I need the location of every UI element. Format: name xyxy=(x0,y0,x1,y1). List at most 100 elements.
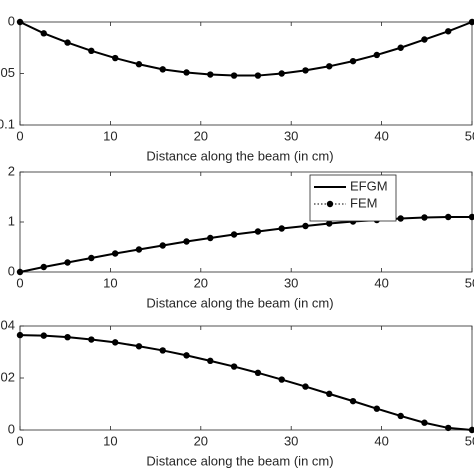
data-point xyxy=(349,57,357,65)
data-point xyxy=(278,225,285,232)
data-point xyxy=(207,234,214,242)
series-line xyxy=(19,216,472,273)
data-point xyxy=(445,424,452,432)
x-axis-label: Distance along the beam (in cm) xyxy=(146,148,333,163)
y-tick-label: 1 xyxy=(8,213,15,228)
data-point xyxy=(230,231,238,238)
x-tick-label: 40 xyxy=(374,433,388,448)
data-point xyxy=(159,347,166,354)
x-axis-label: Distance along the beam (in cm) xyxy=(146,453,333,468)
x-tick-label: 30 xyxy=(284,275,298,290)
x-tick-label: 20 xyxy=(194,275,208,290)
data-point xyxy=(64,39,71,46)
data-point xyxy=(16,18,24,26)
data-point xyxy=(111,54,119,62)
x-tick-label: 30 xyxy=(284,433,298,448)
data-point xyxy=(111,250,119,257)
data-point xyxy=(230,72,238,79)
data-point xyxy=(207,71,214,78)
data-point xyxy=(16,331,24,339)
data-point xyxy=(135,61,143,68)
x-tick-label: 20 xyxy=(194,128,208,143)
legend-label: EFGM xyxy=(350,178,388,193)
legend-box xyxy=(309,174,397,222)
data-point xyxy=(397,412,404,420)
subplot: 0 10 20 30 40 50 0 0.02 0.04 Distance along the b… xyxy=(0,317,474,468)
x-tick-label: 0 xyxy=(16,433,23,448)
y-tick-label: 2 xyxy=(8,163,15,178)
data-point xyxy=(183,69,190,76)
y-tick-label: 0 xyxy=(8,13,15,28)
data-point xyxy=(278,70,285,77)
data-point xyxy=(88,47,95,55)
data-point xyxy=(230,363,238,370)
y-tick-label: 0 xyxy=(8,263,15,278)
data-point xyxy=(159,66,166,73)
x-tick-label: 40 xyxy=(374,275,388,290)
x-tick-label: 50 xyxy=(465,128,474,143)
data-point xyxy=(207,357,214,365)
series-line xyxy=(19,334,473,431)
data-point xyxy=(468,213,474,221)
axes-box xyxy=(19,21,473,126)
legend: EFGM FEM xyxy=(309,174,397,222)
data-point xyxy=(421,214,428,221)
data-point xyxy=(421,419,428,426)
y-tick-label: 0.02 xyxy=(0,369,15,384)
legend-marker xyxy=(326,200,334,208)
x-tick-label: 10 xyxy=(103,128,117,143)
data-point xyxy=(111,339,119,346)
subplot: 0 10 20 30 40 50 0 1 2 Distance along the beam (i… xyxy=(8,163,474,310)
data-point xyxy=(326,220,333,227)
data-point xyxy=(326,390,333,398)
y-tick-label: -0.05 xyxy=(0,65,15,80)
data-point xyxy=(64,259,71,266)
data-point xyxy=(445,28,452,35)
data-point xyxy=(397,44,404,51)
series-line xyxy=(19,21,473,77)
x-tick-label: 50 xyxy=(465,433,474,448)
data-point xyxy=(159,242,166,249)
data-point xyxy=(40,263,47,271)
data-point xyxy=(349,397,357,405)
data-point xyxy=(254,72,262,79)
data-point xyxy=(183,352,190,359)
data-point xyxy=(40,30,47,37)
data-point xyxy=(254,228,262,235)
x-tick-label: 50 xyxy=(465,275,474,290)
data-point xyxy=(302,222,309,230)
data-point xyxy=(254,369,262,376)
subplot: 0 10 20 30 40 50 -0.1 -0.05 0 Distance along the … xyxy=(0,13,474,163)
y-tick-label: 0.04 xyxy=(0,317,15,332)
data-point xyxy=(468,18,474,26)
data-point xyxy=(16,268,24,276)
axes-box xyxy=(19,325,473,431)
data-point xyxy=(373,51,381,59)
x-tick-label: 0 xyxy=(16,275,23,290)
data-point xyxy=(135,246,143,253)
x-tick-label: 40 xyxy=(374,128,388,143)
data-point xyxy=(183,238,190,245)
data-point xyxy=(468,426,474,434)
legend-label: FEM xyxy=(350,195,377,210)
data-point xyxy=(326,63,333,70)
data-point xyxy=(88,336,95,343)
data-point xyxy=(445,213,452,221)
data-point xyxy=(135,343,143,350)
x-tick-label: 10 xyxy=(103,433,117,448)
x-tick-label: 20 xyxy=(194,433,208,448)
data-point xyxy=(64,333,71,341)
y-tick-label: 0 xyxy=(8,421,15,436)
x-axis-label: Distance along the beam (in cm) xyxy=(146,295,333,310)
axes-box xyxy=(19,171,473,273)
x-tick-label: 30 xyxy=(284,128,298,143)
data-point xyxy=(397,215,404,222)
data-point xyxy=(421,36,428,43)
data-point xyxy=(278,376,285,383)
x-tick-label: 10 xyxy=(103,275,117,290)
y-tick-label: -0.1 xyxy=(0,116,15,131)
data-point xyxy=(88,254,95,262)
x-tick-label: 0 xyxy=(16,128,23,143)
data-point xyxy=(40,332,47,339)
